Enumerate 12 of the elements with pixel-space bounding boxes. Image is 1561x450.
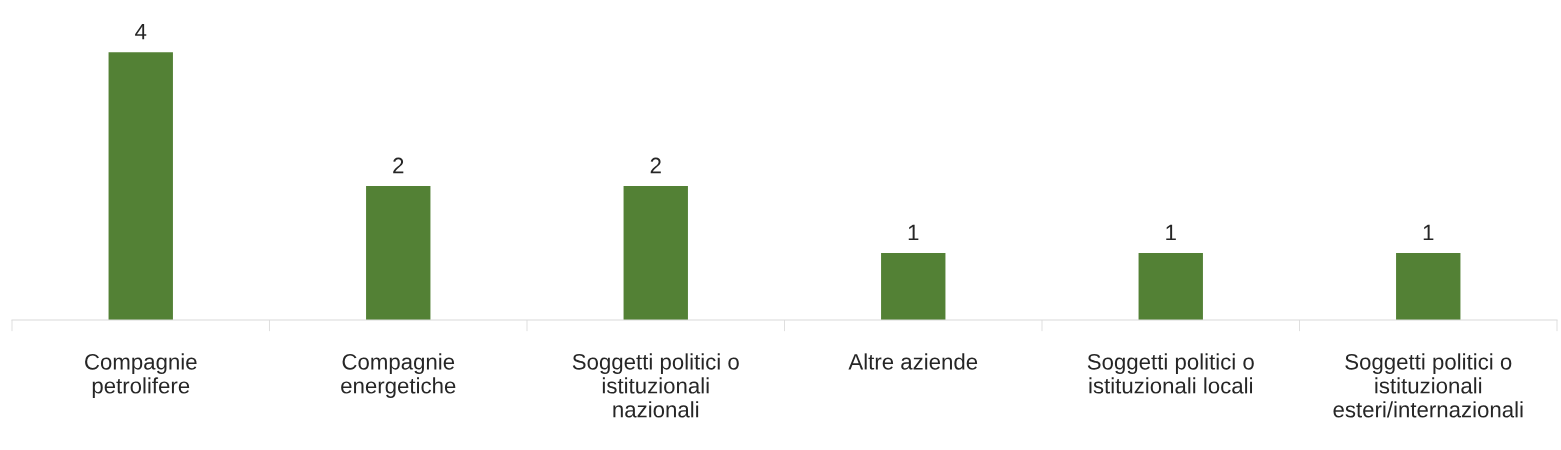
data-label: 2 [393,157,404,174]
data-label: 1 [1423,224,1434,241]
x-tick-label: Compagnie energetiche [341,353,456,398]
x-tick-label: Soggetti politici o istituzionali esteri/internazionali [1333,353,1523,418]
x-tick-label: Compagnie petrolifere [85,353,197,398]
data-label: 1 [908,224,919,241]
x-tick-label: Soggetti politici o istituzionali nazionali [572,353,739,418]
data-label: 2 [650,157,661,174]
x-tick-label: Altre aziende [848,353,978,370]
data-label: 4 [135,23,147,40]
x-tick-label: Soggetti politici o istituzionali locali [1087,353,1254,394]
data-label: 1 [1166,224,1176,241]
